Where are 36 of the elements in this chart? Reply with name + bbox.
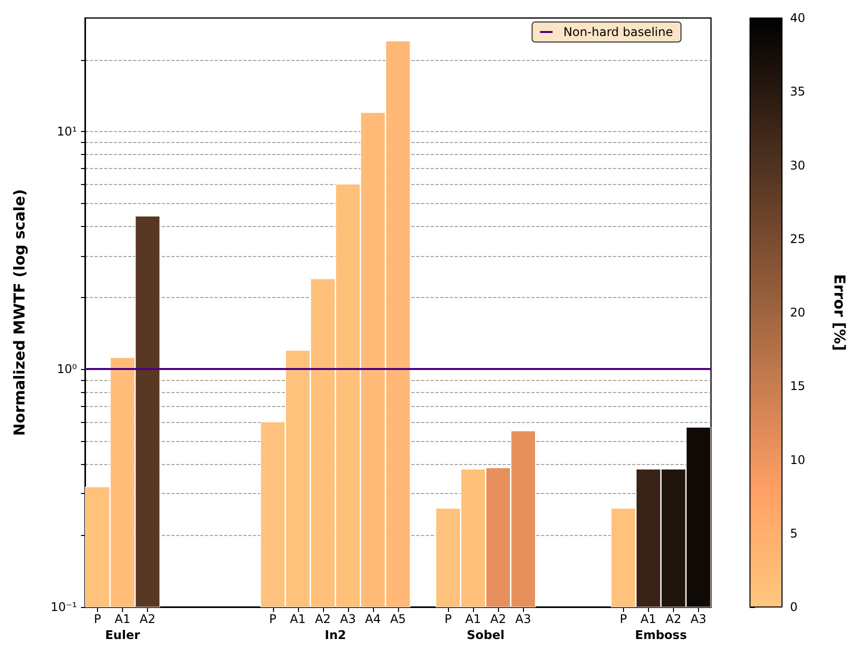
x-tick-label: A1 [640, 612, 656, 626]
color-bar-label: 25 [790, 232, 806, 246]
y-tick-label: 10¹ [56, 124, 78, 138]
x-tick-label: A4 [365, 612, 381, 626]
x-tick-label: A2 [666, 612, 682, 626]
x-tick-label: A1 [465, 612, 482, 626]
text: Euler [105, 628, 140, 642]
color-bar-label: 35 [790, 84, 806, 99]
y-tick-label: 10⁻¹ [50, 600, 78, 614]
y-tick-label: 10⁰ [56, 362, 78, 376]
y-axis-title: Normalized MWTF (log scale) [10, 189, 28, 436]
text: Sobel [466, 628, 505, 642]
color-bar-label: 15 [790, 379, 806, 394]
x-tick-label: A1 [290, 612, 306, 626]
text: In2 [324, 628, 346, 642]
x-tick-label: P [94, 612, 102, 626]
color-bar-label: 0 [790, 600, 798, 614]
x-tick-label: A3 [690, 612, 706, 626]
x-tick-label: P [620, 612, 627, 626]
text: Emboss [635, 628, 687, 642]
x-tick-label: A2 [314, 612, 331, 626]
x-tick-label: A1 [114, 612, 130, 626]
color-bar-label: 40 [790, 11, 806, 25]
x-tick-label: A3 [340, 612, 356, 626]
color-bar-title: Error [%] [830, 274, 848, 351]
x-tick-label: A3 [515, 612, 532, 626]
x-tick-label: A2 [490, 612, 506, 626]
color-bar-label: 20 [790, 306, 806, 320]
legend-label: Non-hard baseline [563, 25, 674, 39]
color-bar-label: 5 [790, 526, 798, 540]
color-bar-label: 30 [790, 158, 806, 172]
x-tick-label: A5 [390, 612, 406, 626]
x-tick-label: A2 [140, 612, 156, 626]
x-tick-label: P [269, 612, 276, 626]
x-tick-label: P [444, 612, 452, 626]
color-bar-label: 10 [790, 452, 806, 467]
